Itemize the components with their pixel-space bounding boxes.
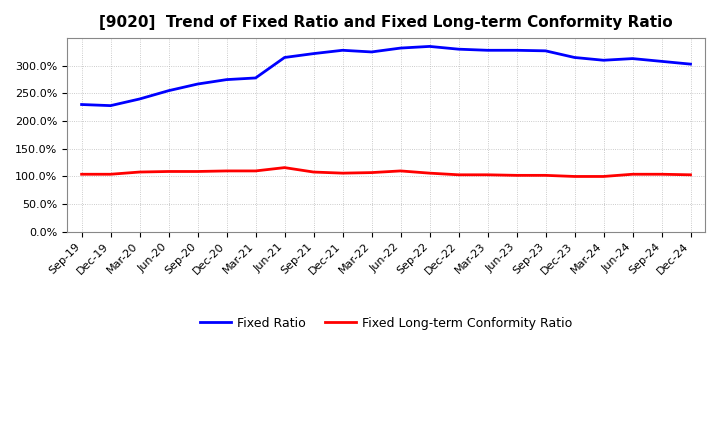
Fixed Long-term Conformity Ratio <box>135 169 144 175</box>
Legend: Fixed Ratio, Fixed Long-term Conformity Ratio: Fixed Ratio, Fixed Long-term Conformity … <box>194 312 577 335</box>
Fixed Ratio <box>686 62 695 67</box>
Fixed Ratio <box>396 45 405 51</box>
Fixed Long-term Conformity Ratio <box>599 174 608 179</box>
Fixed Long-term Conformity Ratio <box>396 168 405 173</box>
Fixed Long-term Conformity Ratio <box>367 170 376 175</box>
Fixed Ratio <box>367 49 376 55</box>
Fixed Long-term Conformity Ratio <box>338 171 347 176</box>
Fixed Long-term Conformity Ratio <box>541 173 550 178</box>
Fixed Ratio <box>426 44 434 49</box>
Fixed Long-term Conformity Ratio <box>164 169 173 174</box>
Fixed Ratio <box>338 48 347 53</box>
Line: Fixed Long-term Conformity Ratio: Fixed Long-term Conformity Ratio <box>81 168 690 176</box>
Fixed Long-term Conformity Ratio <box>628 172 636 177</box>
Fixed Ratio <box>309 51 318 56</box>
Fixed Long-term Conformity Ratio <box>309 169 318 175</box>
Fixed Ratio <box>570 55 579 60</box>
Fixed Ratio <box>164 88 173 93</box>
Fixed Ratio <box>107 103 115 108</box>
Fixed Long-term Conformity Ratio <box>222 168 231 173</box>
Fixed Ratio <box>483 48 492 53</box>
Fixed Ratio <box>657 59 666 64</box>
Fixed Long-term Conformity Ratio <box>280 165 289 170</box>
Fixed Ratio <box>628 56 636 61</box>
Fixed Long-term Conformity Ratio <box>657 172 666 177</box>
Fixed Ratio <box>280 55 289 60</box>
Fixed Ratio <box>135 96 144 102</box>
Title: [9020]  Trend of Fixed Ratio and Fixed Long-term Conformity Ratio: [9020] Trend of Fixed Ratio and Fixed Lo… <box>99 15 673 30</box>
Fixed Ratio <box>251 75 260 81</box>
Fixed Long-term Conformity Ratio <box>107 172 115 177</box>
Fixed Ratio <box>193 81 202 87</box>
Fixed Ratio <box>512 48 521 53</box>
Fixed Long-term Conformity Ratio <box>570 174 579 179</box>
Line: Fixed Ratio: Fixed Ratio <box>81 46 690 106</box>
Fixed Ratio <box>599 58 608 63</box>
Fixed Long-term Conformity Ratio <box>251 168 260 173</box>
Fixed Long-term Conformity Ratio <box>686 172 695 177</box>
Fixed Ratio <box>541 48 550 54</box>
Fixed Long-term Conformity Ratio <box>483 172 492 177</box>
Fixed Long-term Conformity Ratio <box>193 169 202 174</box>
Fixed Long-term Conformity Ratio <box>77 172 86 177</box>
Fixed Ratio <box>222 77 231 82</box>
Fixed Ratio <box>77 102 86 107</box>
Fixed Long-term Conformity Ratio <box>454 172 463 177</box>
Fixed Long-term Conformity Ratio <box>512 173 521 178</box>
Fixed Long-term Conformity Ratio <box>426 171 434 176</box>
Fixed Ratio <box>454 47 463 52</box>
